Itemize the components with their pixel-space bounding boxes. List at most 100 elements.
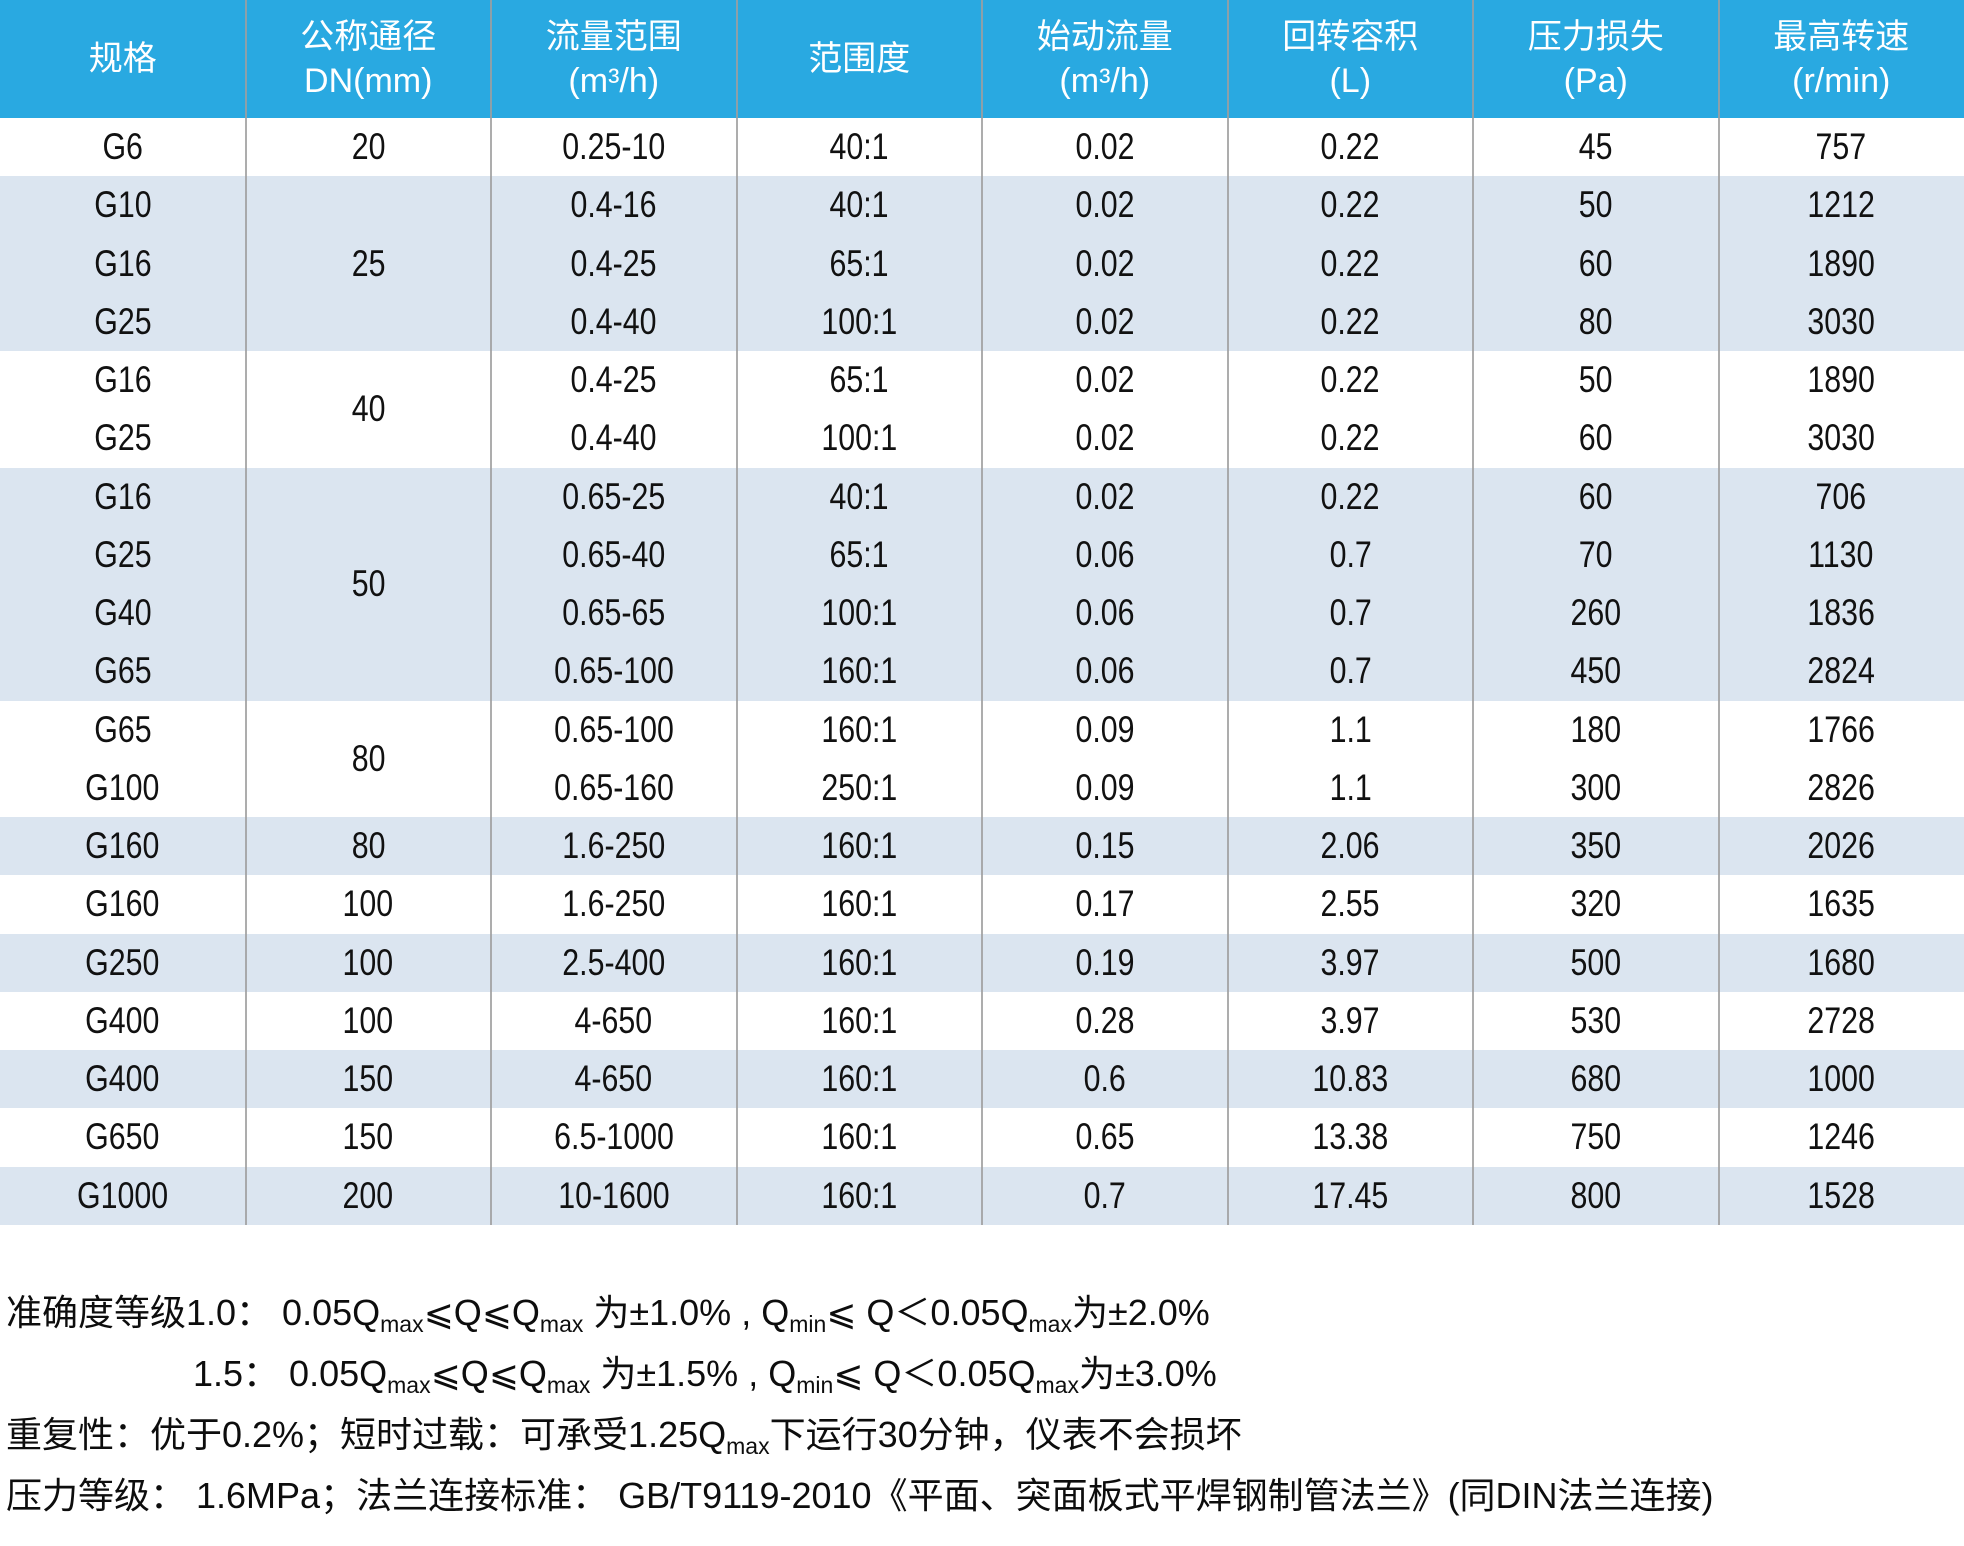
cell-value: 0.19 <box>1075 941 1135 983</box>
spec-cell: G16 <box>0 467 246 526</box>
note-line: 1.5： 0.05Qmax⩽Q⩽Qmax 为±1.5% , Qmin⩽ Q＜0.… <box>6 1343 1714 1404</box>
dn-cell: 100 <box>245 991 491 1050</box>
start-flow-cell: 0.02 <box>982 409 1228 468</box>
note-text: ⩽Q⩽Q <box>430 1353 547 1394</box>
footnotes: 准确度等级1.0： 0.05Qmax⩽Q⩽Qmax 为±1.0% , Qmin⩽… <box>6 1282 1714 1526</box>
start-flow-cell: 0.06 <box>982 584 1228 643</box>
spec-cell: G650 <box>0 1108 246 1167</box>
rotary-volume-cell: 0.7 <box>1227 642 1473 701</box>
spec-cell: G65 <box>0 700 246 759</box>
cell-value: 40:1 <box>829 126 889 168</box>
cell-value: 0.7 <box>1083 1174 1126 1216</box>
cell-value: 1836 <box>1807 592 1875 634</box>
start-flow-cell: 0.02 <box>982 234 1228 293</box>
cell-value: 0.06 <box>1075 650 1135 692</box>
subscript-text: max <box>380 1311 424 1337</box>
cell-value: 0.22 <box>1320 126 1380 168</box>
cell-value: 0.65-100 <box>553 650 674 692</box>
rotary-volume-cell: 0.7 <box>1227 525 1473 584</box>
column-divider <box>1717 0 1720 1225</box>
cell-value: 1766 <box>1807 708 1875 750</box>
start-flow-cell: 0.65 <box>982 1108 1228 1167</box>
flow-range-cell: 0.65-25 <box>491 467 737 526</box>
flow-range-cell: 0.65-100 <box>491 700 737 759</box>
header-label: 规格 <box>88 40 157 78</box>
rangeability-cell: 160:1 <box>736 1050 982 1109</box>
start-flow-cell: 0.09 <box>982 758 1228 817</box>
cell-value: 4-650 <box>574 999 653 1041</box>
cell-value: 0.4-16 <box>570 184 657 226</box>
cell-value: 0.09 <box>1075 708 1135 750</box>
rangeability-cell: 65:1 <box>736 234 982 293</box>
pressure-loss-cell: 60 <box>1473 409 1719 468</box>
rangeability-cell: 160:1 <box>736 700 982 759</box>
cell-value: 1890 <box>1807 242 1875 284</box>
note-text: ⩽Q⩽Q <box>423 1292 540 1333</box>
spec-cell: G40 <box>0 584 246 643</box>
max-speed-cell: 1212 <box>1718 176 1964 235</box>
cell-value: 0.06 <box>1075 592 1135 634</box>
pressure-loss-cell: 180 <box>1473 700 1719 759</box>
cell-value: 65:1 <box>829 242 889 284</box>
flow-range-cell: 4-650 <box>491 991 737 1050</box>
rangeability-cell: 100:1 <box>736 584 982 643</box>
note-text: 1.5： 0.05Q <box>193 1353 388 1394</box>
cell-value: G160 <box>85 825 160 867</box>
cell-value: 80 <box>351 737 386 779</box>
cell-value: 65:1 <box>829 359 889 401</box>
start-flow-cell: 0.02 <box>982 351 1228 410</box>
spec-cell: G160 <box>0 875 246 934</box>
max-speed-cell: 3030 <box>1718 409 1964 468</box>
spec-cell: G25 <box>0 409 246 468</box>
header-cell: 始动流量 (m³/h) <box>982 0 1228 118</box>
cell-value: 0.65-25 <box>562 475 666 517</box>
cell-value: 0.65-100 <box>553 708 674 750</box>
cell-value: 250:1 <box>821 766 898 808</box>
cell-value: 800 <box>1570 1174 1622 1216</box>
cell-value: 0.22 <box>1320 475 1380 517</box>
start-flow-cell: 0.28 <box>982 991 1228 1050</box>
pressure-loss-cell: 60 <box>1473 467 1719 526</box>
header-unit: (L) <box>1329 62 1372 100</box>
subscript-text: max <box>387 1372 431 1398</box>
start-flow-cell: 0.06 <box>982 525 1228 584</box>
dn-cell: 200 <box>245 1166 491 1225</box>
start-flow-cell: 0.02 <box>982 467 1228 526</box>
cell-value: 1635 <box>1807 883 1875 925</box>
cell-value: 0.4-40 <box>570 300 657 342</box>
spec-cell: G25 <box>0 292 246 351</box>
rotary-volume-cell: 0.7 <box>1227 584 1473 643</box>
rotary-volume-cell: 0.22 <box>1227 351 1473 410</box>
column-divider <box>981 0 983 1225</box>
pressure-loss-cell: 80 <box>1473 292 1719 351</box>
subscript-text: max <box>539 1311 584 1337</box>
cell-value: 2824 <box>1807 650 1875 692</box>
header-cell: 范围度 <box>737 0 983 118</box>
cell-value: 0.22 <box>1320 359 1380 401</box>
cell-value: 10.83 <box>1312 1058 1389 1100</box>
header-label: 最高转速 <box>1773 18 1910 56</box>
cell-value: 13.38 <box>1312 1116 1389 1158</box>
cell-value: 0.25-10 <box>562 126 666 168</box>
cell-value: 160:1 <box>821 650 898 692</box>
cell-value: 1.6-250 <box>562 825 666 867</box>
cell-value: 100:1 <box>821 300 898 342</box>
rotary-volume-cell: 0.22 <box>1227 234 1473 293</box>
cell-value: 25 <box>351 242 386 284</box>
cell-value: 530 <box>1570 999 1622 1041</box>
column-divider <box>1472 0 1474 1225</box>
max-speed-cell: 1836 <box>1718 584 1964 643</box>
max-speed-cell: 2026 <box>1718 817 1964 876</box>
note-text: 下运行30分钟，仪表不会损坏 <box>769 1414 1242 1455</box>
cell-value: 350 <box>1570 825 1622 867</box>
cell-value: 2826 <box>1807 766 1875 808</box>
flow-range-cell: 0.65-160 <box>491 758 737 817</box>
rotary-volume-cell: 2.55 <box>1227 875 1473 934</box>
dn-cell: 100 <box>245 875 491 934</box>
cell-value: G400 <box>85 999 160 1041</box>
header-cell: 最高转速 (r/min) <box>1719 0 1964 118</box>
cell-value: 1890 <box>1807 359 1875 401</box>
rotary-volume-cell: 0.22 <box>1227 118 1473 177</box>
cell-value: G16 <box>94 475 152 517</box>
start-flow-cell: 0.02 <box>982 118 1228 177</box>
